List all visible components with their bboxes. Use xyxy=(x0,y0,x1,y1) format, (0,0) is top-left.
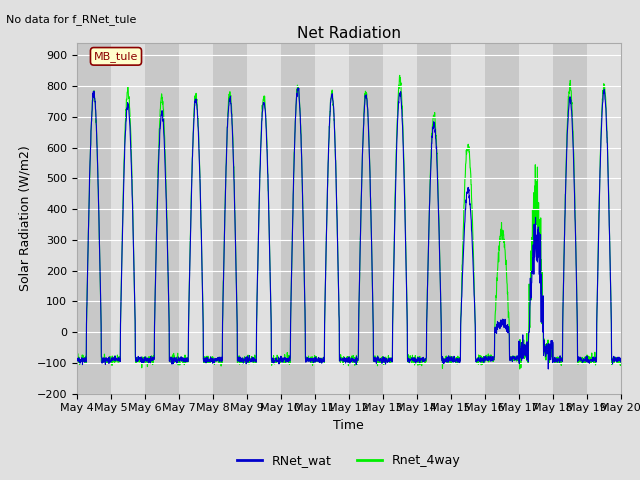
Bar xyxy=(111,43,145,394)
Bar xyxy=(212,43,247,394)
Bar xyxy=(587,43,621,394)
Bar xyxy=(77,43,111,394)
Bar xyxy=(553,43,587,394)
Bar xyxy=(315,43,349,394)
Text: MB_tule: MB_tule xyxy=(94,51,138,62)
Bar xyxy=(417,43,451,394)
Bar xyxy=(383,43,417,394)
Text: No data for f_RNet_tule: No data for f_RNet_tule xyxy=(6,14,137,25)
Bar xyxy=(247,43,281,394)
Legend: RNet_wat, Rnet_4way: RNet_wat, Rnet_4way xyxy=(232,449,466,472)
Bar xyxy=(519,43,553,394)
X-axis label: Time: Time xyxy=(333,419,364,432)
Bar xyxy=(451,43,485,394)
Bar xyxy=(145,43,179,394)
Y-axis label: Solar Radiation (W/m2): Solar Radiation (W/m2) xyxy=(18,145,31,291)
Title: Net Radiation: Net Radiation xyxy=(297,25,401,41)
Bar xyxy=(485,43,519,394)
Bar xyxy=(281,43,315,394)
Bar xyxy=(179,43,212,394)
Bar xyxy=(349,43,383,394)
